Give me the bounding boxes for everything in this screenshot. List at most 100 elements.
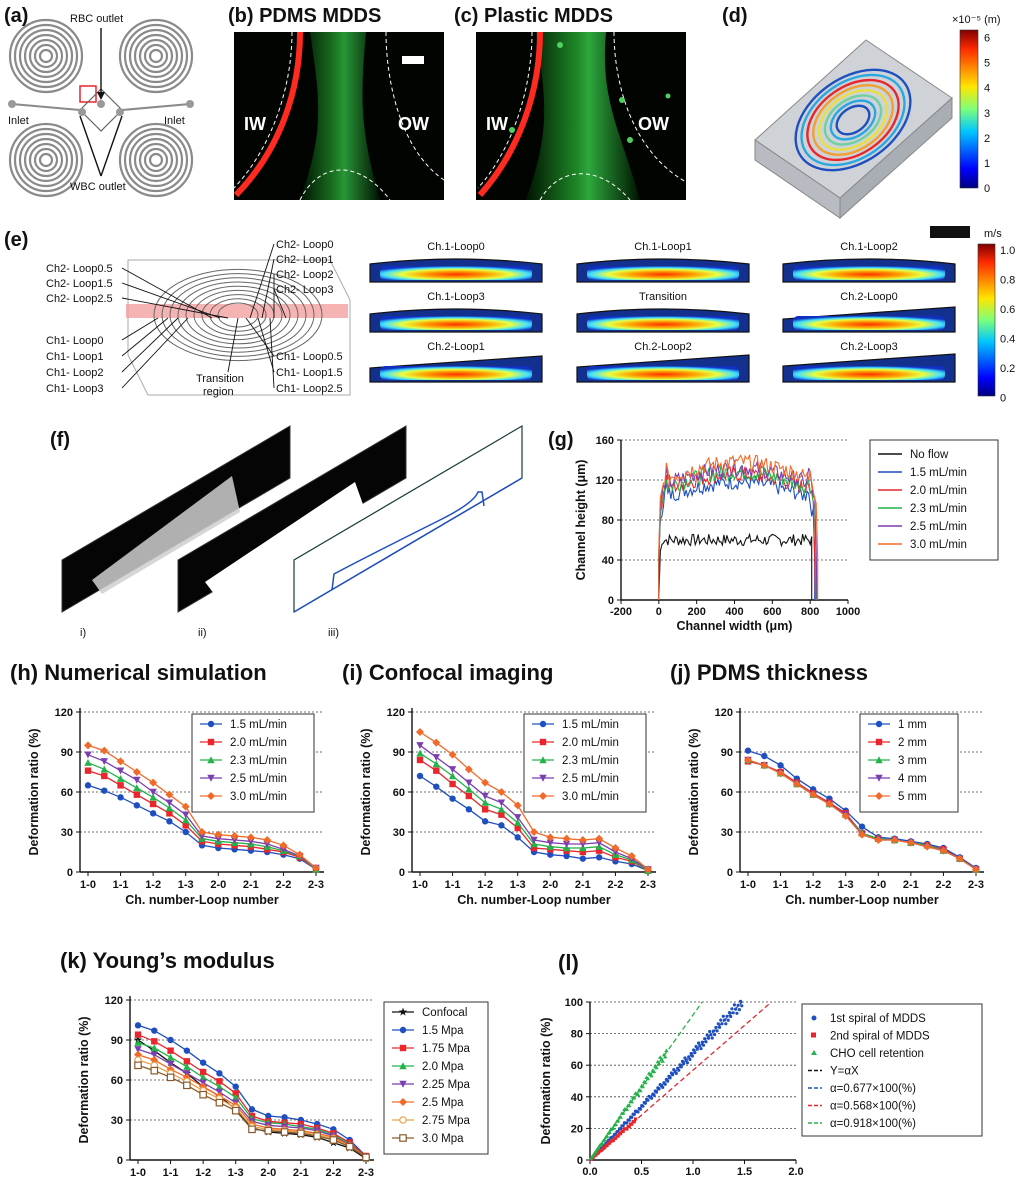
cell-dot xyxy=(665,93,671,99)
data-point xyxy=(539,792,547,800)
leader-line xyxy=(245,317,275,357)
spiral-loop xyxy=(8,18,84,94)
spiral-ring xyxy=(800,73,906,167)
data-point xyxy=(182,811,190,819)
f-image-ii-mask xyxy=(205,482,365,595)
data-point xyxy=(682,1062,686,1066)
red-stream xyxy=(233,31,303,198)
section-title: Ch.2-Loop0 xyxy=(840,291,898,303)
data-point xyxy=(694,1044,698,1049)
data-point xyxy=(530,836,538,844)
inner-wall-line-c xyxy=(477,31,533,189)
data-point xyxy=(761,752,768,760)
data-point xyxy=(433,783,440,790)
rbc-outlet-port xyxy=(97,100,105,108)
y-tick-label: 60 xyxy=(61,787,73,799)
data-point xyxy=(416,756,424,764)
legend-label: 4 mm xyxy=(898,773,927,785)
data-point xyxy=(530,828,538,836)
spiral-loop xyxy=(123,23,189,89)
panel-a-label: (a) xyxy=(4,5,28,27)
legend-box xyxy=(869,439,999,561)
data-point xyxy=(858,823,866,830)
panel-d: (d) ×10⁻⁵ (m) 6 5 4 3 2 1 0 xyxy=(722,5,1001,220)
legend-label: α=0.918×100(%) xyxy=(830,1118,916,1130)
x-tick-label: 1-2 xyxy=(195,1167,211,1178)
data-point xyxy=(657,1087,661,1091)
legend-marker xyxy=(811,1032,816,1038)
data-point xyxy=(614,1136,618,1140)
data-point xyxy=(627,1103,632,1108)
legend-label: 1.5 Mpa xyxy=(422,1025,464,1037)
data-point xyxy=(264,1126,273,1135)
legend-label: 1.75 Mpa xyxy=(422,1043,471,1055)
legend-label: 3.0 Mpa xyxy=(422,1133,464,1145)
data-point xyxy=(199,1068,207,1076)
loop-labels: Ch2- Loop0.5 Ch2- Loop1.5 Ch2- Loop2.5 Ch1-… xyxy=(46,239,343,395)
data-point xyxy=(313,1132,321,1140)
legend-label: 2.5 mL/min xyxy=(910,521,967,533)
profile-line xyxy=(658,454,819,600)
data-point xyxy=(731,1011,735,1015)
data-point xyxy=(246,833,255,842)
legend-marker xyxy=(811,1050,817,1055)
velocity-field xyxy=(793,266,945,280)
data-point xyxy=(630,1115,634,1119)
x-tick-label: 1.5 xyxy=(737,1166,752,1178)
data-point xyxy=(972,865,980,874)
schematic-loop xyxy=(169,277,307,353)
data-point xyxy=(182,822,189,829)
data-point xyxy=(611,848,620,856)
data-point xyxy=(611,1126,616,1130)
y-axis-label: Channel height (μm) xyxy=(574,460,588,581)
data-point xyxy=(809,790,818,799)
data-point xyxy=(664,1048,669,1053)
data-point xyxy=(183,1062,191,1070)
data-point xyxy=(84,767,92,774)
d-colorbar-title: ×10⁻⁵ (m) xyxy=(952,14,1001,26)
y-tick-label: 160 xyxy=(596,435,614,447)
leader-line xyxy=(121,317,159,341)
data-point xyxy=(687,1055,691,1059)
green-stream-c xyxy=(526,32,640,200)
leader-line xyxy=(121,317,179,373)
f-sub-ii: ii) xyxy=(198,627,207,639)
data-point xyxy=(546,833,555,842)
schematic-loop xyxy=(177,281,299,349)
data-point xyxy=(719,1018,723,1022)
spiral-ring xyxy=(806,78,900,162)
data-point xyxy=(858,830,866,839)
e-colorbar-tick: 0 xyxy=(1000,393,1006,405)
data-point xyxy=(133,776,141,784)
data-point xyxy=(207,738,215,746)
d-colorbar-tick: 3 xyxy=(984,108,990,120)
legend-label: 2.0 mL/min xyxy=(230,737,287,749)
chart-title: (k) Young’s modulus xyxy=(60,948,275,973)
data-point xyxy=(199,1059,207,1066)
data-point xyxy=(464,765,473,774)
section-title: Transition xyxy=(639,291,687,303)
data-point xyxy=(399,1080,407,1088)
d-colorbar-tick: 4 xyxy=(984,83,990,95)
d-colorbar-tick: 0 xyxy=(984,183,990,195)
legend-label: 2.0 Mpa xyxy=(422,1061,464,1073)
legend: 1.5 mL/min 2.0 mL/min 2.3 mL/min 2.5 mL/min… xyxy=(191,713,315,813)
legend: 1.5 mL/min 2.0 mL/min 2.3 mL/min 2.5 mL/min… xyxy=(523,713,647,813)
inner-wall-line xyxy=(233,31,293,189)
left-loop-label: Ch1- Loop2 xyxy=(46,367,104,379)
e-colorbar-ticks: 1.0 0.8 0.6 0.4 0.2 0 xyxy=(1000,245,1015,405)
data-point xyxy=(199,1073,207,1081)
transition-label-2: region xyxy=(203,386,234,398)
x-tick-label: 400 xyxy=(725,606,743,618)
data-point xyxy=(607,1130,612,1134)
spiral-loop xyxy=(23,33,69,79)
spiral-loop xyxy=(143,147,169,173)
x-tick-label: 2-0 xyxy=(260,1167,276,1178)
left-loop-label: Ch2- Loop2.5 xyxy=(46,293,113,305)
x-tick-label: 1-2 xyxy=(145,879,161,891)
x-tick-label: 1-0 xyxy=(130,1167,146,1178)
deformation-spiral xyxy=(794,68,912,172)
data-point xyxy=(465,806,473,813)
data-point xyxy=(663,1054,668,1059)
